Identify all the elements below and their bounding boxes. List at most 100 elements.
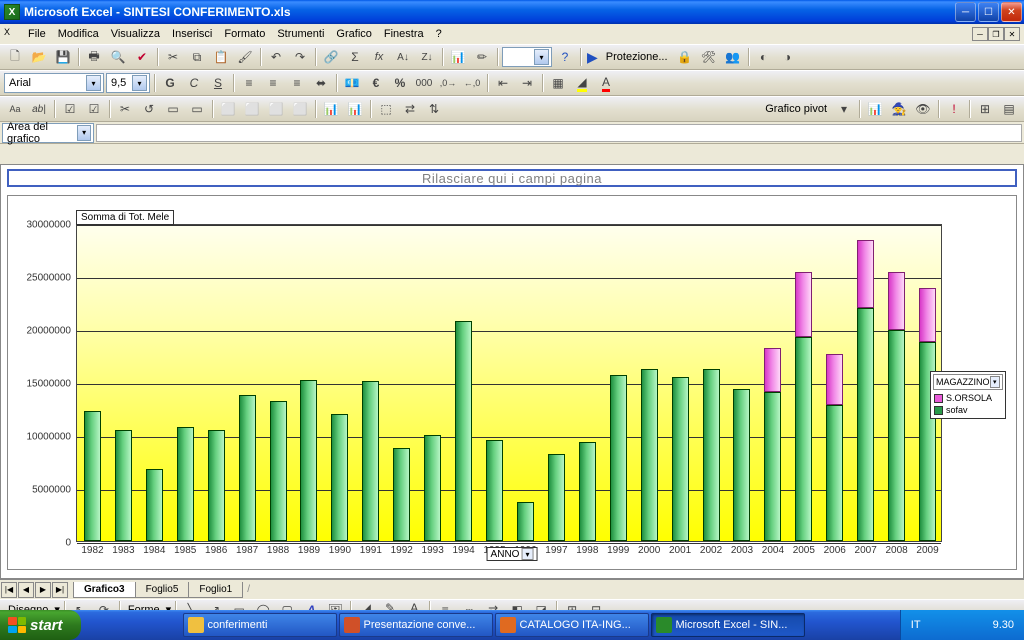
menu-help[interactable]: ? bbox=[430, 26, 448, 42]
thousands-button[interactable]: 000 bbox=[413, 72, 435, 94]
misc-2-button[interactable]: ◑ bbox=[777, 46, 799, 68]
tab-nav-last[interactable]: ▶| bbox=[52, 582, 68, 598]
bar-segment[interactable] bbox=[888, 272, 905, 330]
bar-segment[interactable] bbox=[826, 354, 843, 405]
help-button[interactable]: ? bbox=[554, 46, 576, 68]
copy-button[interactable]: ⧉ bbox=[186, 46, 208, 68]
align-left-button[interactable]: ≡ bbox=[238, 72, 260, 94]
percent-button[interactable]: % bbox=[389, 72, 411, 94]
page-field-drop[interactable]: Rilasciare qui i campi pagina bbox=[7, 169, 1017, 187]
open-button[interactable]: 📂 bbox=[28, 46, 50, 68]
name-box[interactable]: Area del grafico▾ bbox=[2, 123, 94, 143]
tab-nav-prev[interactable]: ◀ bbox=[18, 582, 34, 598]
tray-clock[interactable]: 9.30 bbox=[993, 619, 1014, 631]
bar-segment[interactable] bbox=[857, 240, 874, 308]
sort-desc-button[interactable]: Z↓ bbox=[416, 46, 438, 68]
undo-button[interactable]: ↶ bbox=[265, 46, 287, 68]
bar-segment[interactable] bbox=[888, 330, 905, 541]
start-button[interactable]: start bbox=[0, 610, 81, 640]
menu-edit[interactable]: Modifica bbox=[52, 26, 105, 42]
ql-2[interactable] bbox=[109, 614, 129, 636]
rev-10-button[interactable]: ⬜ bbox=[289, 98, 311, 120]
bar-segment[interactable] bbox=[795, 337, 812, 541]
tray-icon-3[interactable] bbox=[971, 617, 987, 633]
menu-insert[interactable]: Inserisci bbox=[166, 26, 218, 42]
euro-button[interactable]: € bbox=[365, 72, 387, 94]
italic-button[interactable]: C bbox=[183, 72, 205, 94]
tray-lang[interactable]: IT bbox=[911, 619, 921, 631]
font-combo[interactable]: Arial▾ bbox=[4, 73, 104, 93]
rev-5-button[interactable]: ▭ bbox=[162, 98, 184, 120]
rev-chart1-button[interactable]: 📊 bbox=[320, 98, 342, 120]
pivot-label[interactable]: Grafico pivot bbox=[761, 103, 831, 115]
mdi-minimize-button[interactable]: ─ bbox=[972, 27, 988, 41]
rev-4-button[interactable]: ↺ bbox=[138, 98, 160, 120]
pivot-wizard-button[interactable]: 🧙 bbox=[888, 98, 910, 120]
bar-segment[interactable] bbox=[146, 469, 163, 541]
tab-nav-next[interactable]: ▶ bbox=[35, 582, 51, 598]
mdi-restore-button[interactable]: ❐ bbox=[988, 27, 1004, 41]
menu-tools[interactable]: Strumenti bbox=[271, 26, 330, 42]
chart-area[interactable]: Somma di Tot. Mele 050000001000000015000… bbox=[7, 195, 1017, 570]
font-color-button[interactable]: A bbox=[595, 72, 617, 94]
rev-13-button[interactable]: ⇅ bbox=[423, 98, 445, 120]
rev-7-button[interactable]: ⬜ bbox=[217, 98, 239, 120]
tab-nav-first[interactable]: |◀ bbox=[1, 582, 17, 598]
bar-segment[interactable] bbox=[826, 405, 843, 541]
textbox-button[interactable]: Aa bbox=[4, 98, 26, 120]
pivot-drop-button[interactable]: ▾ bbox=[833, 98, 855, 120]
bar-segment[interactable] bbox=[393, 448, 410, 541]
bar-segment[interactable] bbox=[424, 435, 441, 541]
bar-segment[interactable] bbox=[270, 401, 287, 541]
align-right-button[interactable]: ≡ bbox=[286, 72, 308, 94]
bar-segment[interactable] bbox=[548, 454, 565, 541]
bar-segment[interactable] bbox=[610, 375, 627, 541]
rev-3-button[interactable]: ✂ bbox=[114, 98, 136, 120]
protection-label[interactable]: Protezione... bbox=[602, 51, 672, 63]
fill-color-button[interactable]: ◢ bbox=[571, 72, 593, 94]
task-button[interactable]: Presentazione conve... bbox=[339, 613, 493, 637]
ql-4[interactable] bbox=[153, 614, 173, 636]
protect-book-button[interactable]: 🛠 bbox=[698, 46, 720, 68]
bar-segment[interactable] bbox=[239, 395, 256, 541]
fx-button[interactable]: fx bbox=[368, 46, 390, 68]
menu-format[interactable]: Formato bbox=[218, 26, 271, 42]
mdi-close-button[interactable]: ✕ bbox=[1004, 27, 1020, 41]
cut-button[interactable]: ✂ bbox=[162, 46, 184, 68]
bar-segment[interactable] bbox=[115, 430, 132, 541]
sort-asc-button[interactable]: A↓ bbox=[392, 46, 414, 68]
task-button[interactable]: Microsoft Excel - SIN... bbox=[651, 613, 805, 637]
pivot-refresh-button[interactable]: ! bbox=[943, 98, 965, 120]
chart-button[interactable]: 📊 bbox=[447, 46, 469, 68]
bar-segment[interactable] bbox=[455, 321, 472, 541]
misc-1-button[interactable]: ◐ bbox=[753, 46, 775, 68]
bar-segment[interactable] bbox=[177, 427, 194, 541]
menu-chart[interactable]: Grafico bbox=[330, 26, 377, 42]
pivot-list-button[interactable]: ▤ bbox=[998, 98, 1020, 120]
rev-9-button[interactable]: ⬜ bbox=[265, 98, 287, 120]
bar-segment[interactable] bbox=[84, 411, 101, 541]
bar-segment[interactable] bbox=[517, 502, 534, 541]
maximize-button[interactable]: ☐ bbox=[978, 2, 999, 22]
bar-segment[interactable] bbox=[641, 369, 658, 541]
bar-segment[interactable] bbox=[300, 380, 317, 541]
bar-segment[interactable] bbox=[579, 442, 596, 541]
rev-11-button[interactable]: ⬚ bbox=[375, 98, 397, 120]
minimize-button[interactable]: ─ bbox=[955, 2, 976, 22]
tray-icon-2[interactable] bbox=[949, 617, 965, 633]
bar-segment[interactable] bbox=[208, 430, 225, 541]
share-button[interactable]: 👥 bbox=[722, 46, 744, 68]
bar-segment[interactable] bbox=[919, 288, 936, 342]
bar-segment[interactable] bbox=[486, 440, 503, 541]
zoom-combo[interactable]: ▾ bbox=[502, 47, 552, 67]
rev-8-button[interactable]: ⬜ bbox=[241, 98, 263, 120]
bar-segment[interactable] bbox=[733, 389, 750, 541]
bar-segment[interactable] bbox=[362, 381, 379, 541]
obj-button[interactable]: ab| bbox=[28, 98, 50, 120]
pivot-chart-button[interactable]: 📊 bbox=[864, 98, 886, 120]
x-axis-dropdown-icon[interactable]: ▾ bbox=[521, 548, 533, 560]
legend-dropdown-icon[interactable]: ▾ bbox=[990, 376, 1001, 388]
save-button[interactable]: 💾 bbox=[52, 46, 74, 68]
legend-title-row[interactable]: MAGAZZINO ▾ bbox=[933, 374, 1003, 390]
legend[interactable]: MAGAZZINO ▾ S.ORSOLA sofav bbox=[930, 371, 1006, 419]
